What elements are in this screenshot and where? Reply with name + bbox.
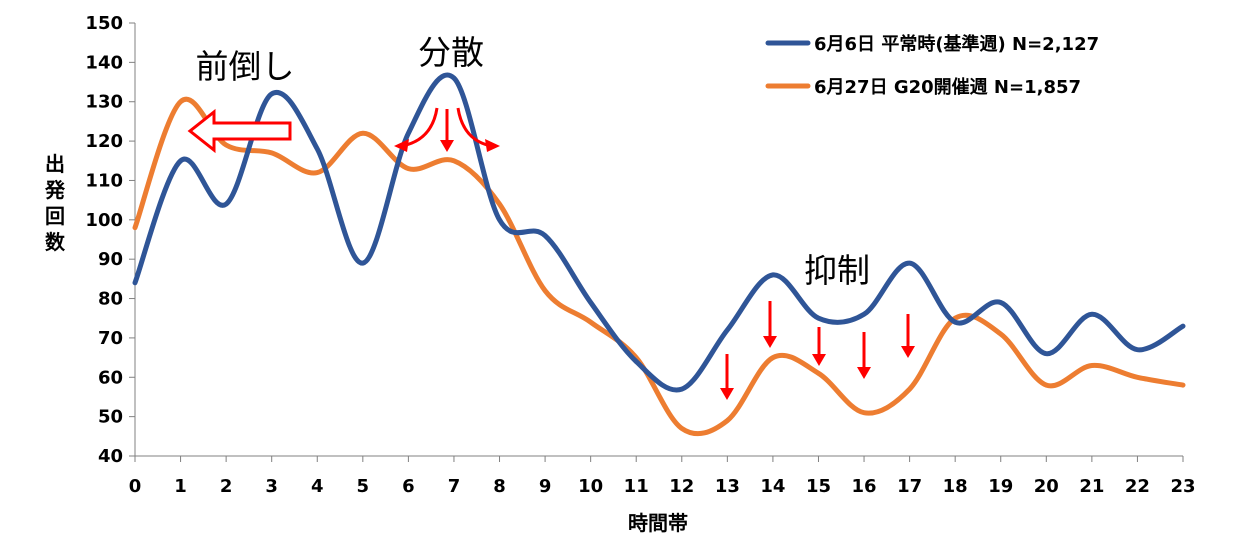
x-tick-label: 11 — [624, 476, 649, 497]
x-tick-label: 1 — [174, 476, 187, 497]
y-tick-label: 120 — [85, 131, 123, 152]
down-arrowhead — [812, 354, 826, 366]
split-arrowhead-right — [485, 139, 500, 152]
x-tick-label: 10 — [578, 476, 603, 497]
x-tick-label: 22 — [1125, 476, 1150, 497]
down-arrowhead — [763, 336, 777, 348]
annotation-label: 前倒し — [196, 47, 295, 86]
x-tick-label: 13 — [715, 476, 740, 497]
x-tick-label: 12 — [669, 476, 694, 497]
y-tick-label: 80 — [98, 289, 123, 310]
annotation-label: 分散 — [418, 33, 484, 72]
split-arrowhead-left — [394, 139, 409, 152]
x-tick-label: 23 — [1170, 476, 1195, 497]
y-tick-label: 90 — [98, 249, 123, 270]
y-tick-label: 40 — [98, 446, 123, 467]
down-arrowhead — [857, 367, 871, 379]
y-tick-label: 50 — [98, 407, 123, 428]
y-tick-label: 130 — [85, 92, 123, 113]
x-tick-label: 7 — [448, 476, 461, 497]
x-tick-label: 17 — [897, 476, 922, 497]
x-tick-label: 20 — [1034, 476, 1059, 497]
x-tick-label: 18 — [943, 476, 968, 497]
x-tick-label: 4 — [311, 476, 324, 497]
x-axis-label: 時間帯 — [628, 511, 688, 535]
series-lines — [132, 72, 1186, 437]
x-tick-label: 0 — [129, 476, 142, 497]
x-tick-label: 14 — [760, 476, 785, 497]
x-tick-label: 6 — [402, 476, 415, 497]
x-tick-label: 16 — [852, 476, 877, 497]
y-tick-label: 70 — [98, 328, 123, 349]
legend-label: 6月6日 平常時(基準週) N=2,127 — [814, 33, 1099, 55]
legend: 6月6日 平常時(基準週) N=2,127 6月27日 G20開催週 N=1,85… — [765, 33, 1099, 98]
x-tick-label: 15 — [806, 476, 831, 497]
x-tick-label: 21 — [1079, 476, 1104, 497]
hollow-left-arrow — [187, 108, 292, 154]
series-line-0 — [132, 72, 1186, 393]
legend-label: 6月27日 G20開催週 N=1,857 — [814, 76, 1081, 98]
down-arrowhead — [901, 346, 915, 358]
y-tick-label: 150 — [85, 13, 123, 34]
x-tick-label: 19 — [988, 476, 1013, 497]
x-tick-label: 5 — [357, 476, 370, 497]
annotation-arrows — [187, 107, 915, 400]
y-tick-label: 100 — [85, 210, 123, 231]
y-tick-label: 140 — [85, 52, 123, 73]
y-tick-label: 110 — [85, 170, 123, 191]
y-axis-label: 出発回数 — [44, 152, 66, 254]
x-tick-label: 3 — [265, 476, 278, 497]
down-arrowhead — [720, 388, 734, 400]
x-tick-label: 9 — [539, 476, 552, 497]
axes — [129, 22, 1184, 462]
y-tick-labels: 40 50 60 70 80 90 100 110 120 130 140 150 — [85, 13, 123, 467]
down-arrowhead — [440, 140, 454, 152]
x-tick-labels: 0 1 2 3 4 5 6 7 8 9 10 11 12 13 14 15 16 17 18 19 20 21 22 23 — [129, 476, 1196, 497]
x-tick-label: 2 — [220, 476, 233, 497]
y-tick-label: 60 — [98, 367, 123, 388]
x-tick-label: 8 — [493, 476, 506, 497]
annotation-label: 抑制 — [804, 251, 870, 290]
